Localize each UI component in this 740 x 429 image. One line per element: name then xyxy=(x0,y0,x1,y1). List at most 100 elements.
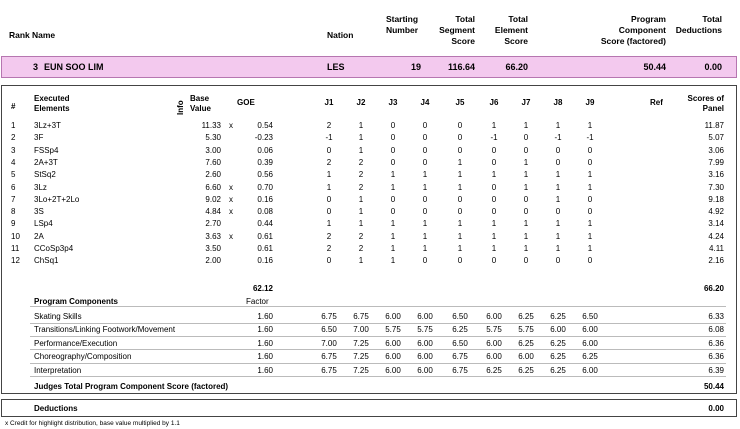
component-judge-7-score: 6.25 xyxy=(518,312,534,321)
element-judge-8-score: 0 xyxy=(555,157,561,167)
component-judge-3-score: 6.00 xyxy=(385,352,401,362)
header-total-deductions: Total Deductions xyxy=(675,14,722,35)
element-judge-4-score: 1 xyxy=(422,244,428,253)
element-panel-score: 3.14 xyxy=(708,219,724,229)
element-judge-3-score: 0 xyxy=(390,145,396,155)
components-total-score: 50.44 xyxy=(703,382,724,391)
col-header-judge-8: J8 xyxy=(553,98,563,107)
element-judge-8-score: -1 xyxy=(554,133,562,143)
deductions-value: 0.00 xyxy=(708,404,724,413)
element-name: 3Lz xyxy=(34,182,47,192)
col-header-info: Info xyxy=(176,100,185,115)
col-header-judge-1: J1 xyxy=(324,98,334,107)
element-judge-5-score: 0 xyxy=(457,207,463,217)
component-factor: 1.60 xyxy=(257,338,273,348)
element-judge-5-score: 0 xyxy=(457,145,463,155)
element-judge-2-score: 2 xyxy=(358,157,364,167)
col-header-base-value: Base Value xyxy=(190,94,211,113)
element-judge-4-score: 1 xyxy=(422,182,428,192)
component-row-divider xyxy=(30,349,726,351)
component-factor: 1.60 xyxy=(257,352,273,362)
component-name: Skating Skills xyxy=(34,312,82,321)
element-judge-9-score: 1 xyxy=(587,182,593,192)
element-goe: 0.06 xyxy=(257,145,273,155)
element-panel-score: 9.18 xyxy=(708,194,724,204)
header-name: Name xyxy=(32,30,56,40)
element-judge-8-score: 0 xyxy=(555,207,561,217)
element-judge-4-score: 0 xyxy=(422,207,428,217)
element-judge-5-score: 0 xyxy=(457,256,463,266)
element-name: 2A xyxy=(34,231,44,241)
element-judge-5-score: 0 xyxy=(457,133,463,143)
element-goe: 0.61 xyxy=(257,231,273,241)
element-judge-8-score: 1 xyxy=(555,231,561,241)
component-judge-1-score: 6.75 xyxy=(321,352,337,362)
element-number: 7 xyxy=(11,194,16,204)
element-judge-3-score: 0 xyxy=(390,157,396,167)
element-base-value: 11.33 xyxy=(201,121,221,130)
component-judge-9-score: 6.25 xyxy=(582,352,598,362)
element-judge-5-score: 0 xyxy=(457,121,463,130)
component-judge-1-score: 6.50 xyxy=(321,325,337,335)
element-name: LSp4 xyxy=(34,219,53,229)
element-goe: 0.54 xyxy=(257,121,273,130)
component-judge-4-score: 5.75 xyxy=(417,325,433,335)
component-judge-7-score: 6.25 xyxy=(518,338,534,348)
element-panel-score: 4.92 xyxy=(708,207,724,217)
element-panel-score: 11.87 xyxy=(704,121,724,130)
element-judge-5-score: 0 xyxy=(457,194,463,204)
element-judge-3-score: 0 xyxy=(390,121,396,130)
element-base-value: 2.70 xyxy=(205,219,221,229)
element-judge-7-score: 1 xyxy=(523,182,529,192)
element-judge-4-score: 1 xyxy=(422,231,428,241)
element-judge-3-score: 1 xyxy=(390,231,396,241)
element-judge-1-score: 1 xyxy=(326,170,332,180)
col-header-judge-5: J5 xyxy=(455,98,465,107)
component-row-divider xyxy=(30,322,726,324)
col-header-judge-9: J9 xyxy=(585,98,595,107)
element-judge-2-score: 1 xyxy=(358,256,364,266)
skater-nation: LES xyxy=(327,62,345,72)
element-base-value: 7.60 xyxy=(205,157,221,167)
component-judge-6-score: 6.00 xyxy=(486,338,502,348)
elements-score-total: 66.20 xyxy=(703,284,724,293)
skater-total-deductions: 0.00 xyxy=(704,62,722,72)
component-judge-3-score: 6.00 xyxy=(385,338,401,348)
element-name: StSq2 xyxy=(34,170,56,180)
element-panel-score: 5.07 xyxy=(708,133,724,143)
element-judge-9-score: 1 xyxy=(587,244,593,253)
element-name: 2A+3T xyxy=(34,157,58,167)
element-judge-9-score: 1 xyxy=(587,121,593,130)
element-judge-8-score: 1 xyxy=(555,194,561,204)
component-judge-2-score: 7.25 xyxy=(353,365,369,375)
element-goe: 0.08 xyxy=(257,207,273,217)
element-bonus-flag: x xyxy=(229,194,233,204)
element-judge-2-score: 2 xyxy=(358,182,364,192)
component-row-divider xyxy=(30,376,726,378)
element-judge-9-score: 0 xyxy=(587,145,593,155)
element-base-value: 9.02 xyxy=(205,194,221,204)
col-header-judge-2: J2 xyxy=(356,98,366,107)
element-base-value: 5.30 xyxy=(205,133,221,143)
element-judge-9-score: 1 xyxy=(587,170,593,180)
component-judge-2-score: 7.00 xyxy=(353,325,369,335)
component-row-divider xyxy=(30,362,726,364)
element-judge-6-score: -1 xyxy=(490,133,498,143)
element-number: 12 xyxy=(11,256,20,266)
component-judge-4-score: 6.00 xyxy=(417,312,433,321)
element-judge-1-score: 1 xyxy=(326,182,332,192)
element-judge-3-score: 0 xyxy=(390,133,396,143)
element-panel-score: 2.16 xyxy=(708,256,724,266)
component-judge-8-score: 6.25 xyxy=(550,365,566,375)
element-judge-4-score: 0 xyxy=(422,145,428,155)
element-judge-2-score: 1 xyxy=(358,194,364,204)
element-panel-score: 7.99 xyxy=(708,157,724,167)
element-judge-1-score: 2 xyxy=(326,244,332,253)
element-number: 3 xyxy=(11,145,16,155)
element-judge-4-score: 0 xyxy=(422,133,428,143)
element-judge-9-score: 0 xyxy=(587,157,593,167)
element-number: 11 xyxy=(11,244,20,253)
element-number: 8 xyxy=(11,207,16,217)
component-judge-5-score: 6.75 xyxy=(452,352,468,362)
element-judge-7-score: 1 xyxy=(523,244,529,253)
